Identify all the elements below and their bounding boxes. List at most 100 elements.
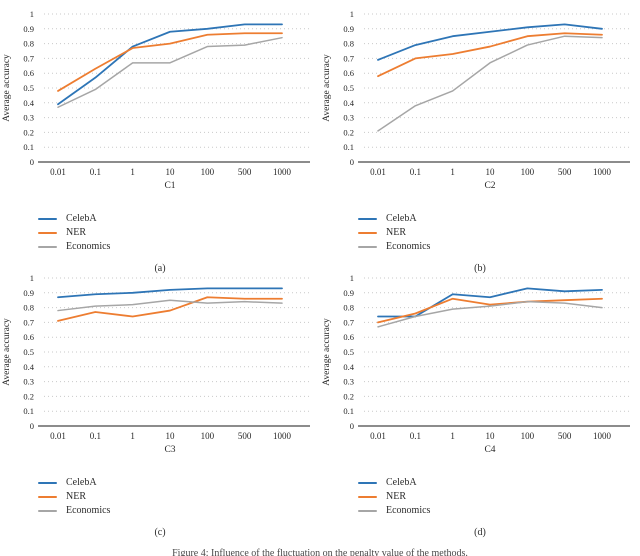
svg-text:0.1: 0.1 (410, 167, 421, 177)
svg-text:0.1: 0.1 (343, 142, 354, 152)
svg-text:0.8: 0.8 (23, 39, 34, 49)
legend-item-ner: NER (358, 226, 640, 240)
svg-text:0.01: 0.01 (50, 431, 66, 441)
svg-text:10: 10 (166, 431, 176, 441)
panel-b: 0 0.1 0.2 0.3 0.4 0.5 0.6 0.7 0.8 0.9 1 0.01 0.1 1 10 1… (320, 0, 640, 274)
svg-text:1: 1 (30, 273, 34, 283)
legend-label-celeba: CelebA (66, 213, 97, 224)
ner-line-swatch (358, 495, 377, 499)
legend-c: CelebA NER Economics (38, 476, 320, 518)
svg-text:1: 1 (130, 431, 135, 441)
svg-text:0.6: 0.6 (23, 332, 34, 342)
svg-text:0.8: 0.8 (343, 39, 354, 49)
panel-a: 0 0.1 0.2 0.3 0.4 0.5 0.6 0.7 0.8 0.9 1 0.01 0.1 1 10 1… (0, 0, 320, 274)
svg-text:100: 100 (201, 167, 215, 177)
svg-text:0.2: 0.2 (23, 127, 34, 137)
svg-text:0.4: 0.4 (23, 98, 34, 108)
economics-line-swatch (38, 509, 57, 513)
panel-c: 0 0.1 0.2 0.3 0.4 0.5 0.6 0.7 0.8 0.9 1 0.01 0.1 1 10 1… (0, 264, 320, 538)
legend-item-celeba: CelebA (38, 212, 320, 226)
legend-item-economics: Economics (358, 504, 640, 518)
chart-c3: 0 0.1 0.2 0.3 0.4 0.5 0.6 0.7 0.8 0.9 1 0.01 0.1 1 10 1… (2, 273, 310, 455)
svg-text:0.1: 0.1 (343, 406, 354, 416)
svg-text:0.4: 0.4 (343, 362, 354, 372)
economics-line-swatch (38, 245, 57, 249)
svg-text:0.7: 0.7 (343, 53, 354, 63)
legend-item-celeba: CelebA (38, 476, 320, 490)
svg-text:10: 10 (486, 167, 496, 177)
svg-text:0.2: 0.2 (343, 127, 354, 137)
celeba-line-swatch (358, 481, 377, 485)
svg-text:C3: C3 (164, 445, 175, 455)
legend-item-ner: NER (358, 490, 640, 504)
legend-label-ner: NER (66, 491, 86, 502)
legend-label-ner: NER (386, 227, 406, 238)
svg-text:0.6: 0.6 (343, 68, 354, 78)
chart-c2: 0 0.1 0.2 0.3 0.4 0.5 0.6 0.7 0.8 0.9 1 0.01 0.1 1 10 1… (322, 9, 630, 191)
svg-text:Average accuracy: Average accuracy (322, 54, 332, 122)
svg-text:10: 10 (166, 167, 176, 177)
svg-text:0.4: 0.4 (23, 362, 34, 372)
svg-text:0.3: 0.3 (343, 377, 354, 387)
ner-line-swatch (38, 231, 57, 235)
svg-text:C2: C2 (484, 181, 495, 191)
panel-label-c: (c) (154, 527, 166, 538)
chart-c1: 0 0.1 0.2 0.3 0.4 0.5 0.6 0.7 0.8 0.9 1 0.01 0.1 1 10 1… (2, 9, 310, 191)
legend-item-celeba: CelebA (358, 476, 640, 490)
legend-item-economics: Economics (358, 240, 640, 254)
panel-d: 0 0.1 0.2 0.3 0.4 0.5 0.6 0.7 0.8 0.9 1 0.01 0.1 1 10 1… (320, 264, 640, 538)
svg-text:0.5: 0.5 (343, 83, 354, 93)
chart-c4: 0 0.1 0.2 0.3 0.4 0.5 0.6 0.7 0.8 0.9 1 0.01 0.1 1 10 1… (322, 273, 630, 455)
legend-item-celeba: CelebA (358, 212, 640, 226)
svg-text:500: 500 (238, 431, 252, 441)
svg-text:0.5: 0.5 (23, 347, 34, 357)
svg-text:0.1: 0.1 (410, 431, 421, 441)
svg-text:0.6: 0.6 (343, 332, 354, 342)
svg-text:0.1: 0.1 (23, 142, 34, 152)
economics-line-swatch (358, 509, 377, 513)
svg-text:0.5: 0.5 (343, 347, 354, 357)
panel-label-b: (b) (474, 263, 486, 274)
legend-d: CelebA NER Economics (358, 476, 640, 518)
svg-text:0.1: 0.1 (90, 431, 101, 441)
svg-text:0.8: 0.8 (343, 303, 354, 313)
svg-text:100: 100 (521, 431, 535, 441)
svg-text:1: 1 (130, 167, 135, 177)
svg-text:1000: 1000 (273, 167, 292, 177)
svg-text:0.6: 0.6 (23, 68, 34, 78)
svg-text:0.01: 0.01 (370, 167, 386, 177)
svg-text:100: 100 (521, 167, 535, 177)
svg-text:0.2: 0.2 (23, 391, 34, 401)
legend-item-economics: Economics (38, 240, 320, 254)
svg-text:0.9: 0.9 (23, 288, 34, 298)
celeba-line-swatch (358, 217, 377, 221)
legend-label-celeba: CelebA (66, 477, 97, 488)
svg-text:0.7: 0.7 (343, 317, 354, 327)
svg-text:0.2: 0.2 (343, 391, 354, 401)
celeba-line-swatch (38, 217, 57, 221)
svg-text:500: 500 (558, 431, 572, 441)
ner-line-swatch (38, 495, 57, 499)
legend-a: CelebA NER Economics (38, 212, 320, 254)
svg-text:0: 0 (30, 157, 34, 167)
legend-b: CelebA NER Economics (358, 212, 640, 254)
legend-label-economics: Economics (66, 505, 111, 516)
svg-text:100: 100 (201, 431, 215, 441)
svg-text:0: 0 (350, 157, 354, 167)
svg-text:0.7: 0.7 (23, 53, 34, 63)
svg-text:0.8: 0.8 (23, 303, 34, 313)
svg-text:0.1: 0.1 (23, 406, 34, 416)
svg-text:0.9: 0.9 (343, 24, 354, 34)
legend-item-economics: Economics (38, 504, 320, 518)
legend-label-economics: Economics (66, 241, 111, 252)
legend-label-ner: NER (386, 491, 406, 502)
svg-text:Average accuracy: Average accuracy (2, 54, 12, 122)
svg-text:Average accuracy: Average accuracy (322, 318, 332, 386)
svg-text:0: 0 (350, 421, 354, 431)
legend-item-ner: NER (38, 226, 320, 240)
economics-line-swatch (358, 245, 377, 249)
legend-label-ner: NER (66, 227, 86, 238)
svg-text:Average accuracy: Average accuracy (2, 318, 12, 386)
svg-text:0.1: 0.1 (90, 167, 101, 177)
